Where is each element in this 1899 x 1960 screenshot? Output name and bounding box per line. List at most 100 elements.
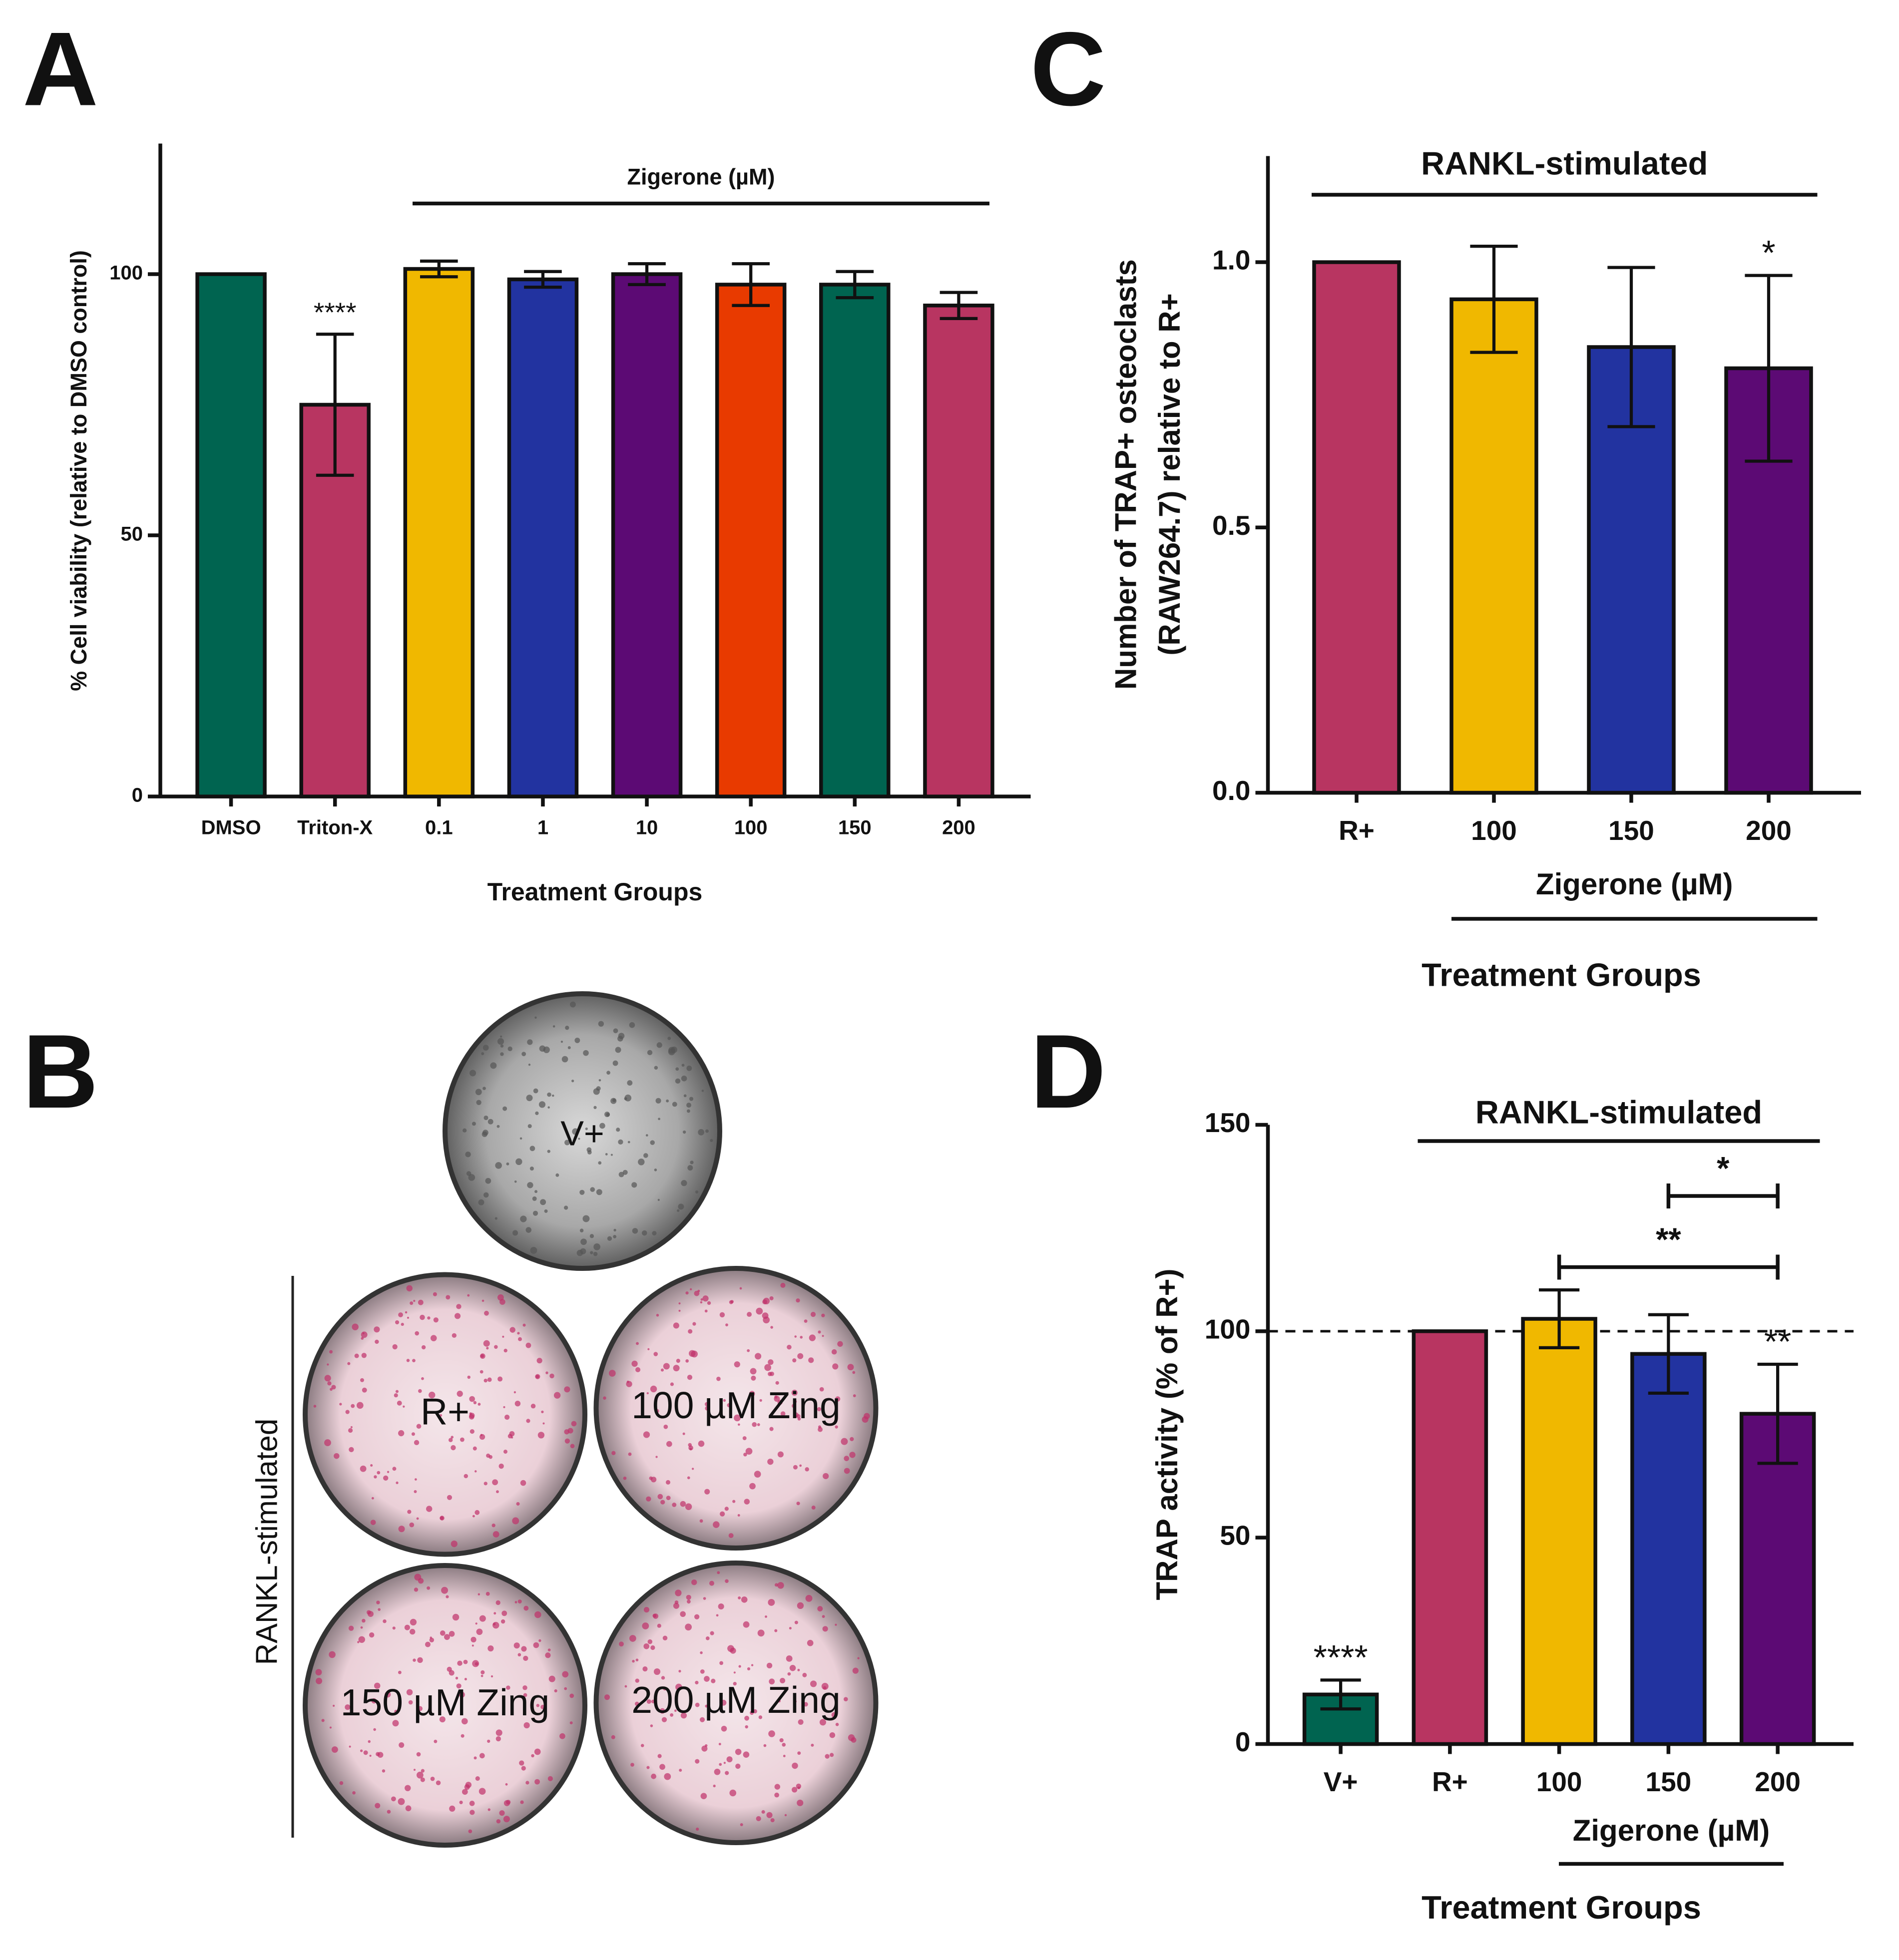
speckle: [739, 1287, 742, 1290]
speckle: [723, 1762, 726, 1764]
panel-label: B: [22, 1013, 98, 1130]
speckle: [774, 1629, 778, 1632]
speckle: [690, 1161, 694, 1165]
speckle: [700, 1651, 703, 1654]
speckle: [487, 1739, 490, 1743]
speckle: [499, 1810, 505, 1816]
speckle: [481, 1052, 484, 1055]
speckle: [714, 1768, 721, 1775]
speckle: [672, 1503, 677, 1507]
speckle: [330, 1388, 333, 1391]
speckle: [514, 1180, 517, 1183]
speckle: [360, 1749, 363, 1752]
speckle: [694, 1614, 700, 1619]
speckle: [685, 1359, 689, 1363]
speckle: [646, 1699, 651, 1704]
speckle: [792, 1404, 796, 1408]
speckle: [561, 1056, 568, 1063]
speckle: [626, 1380, 629, 1383]
speckle: [789, 1627, 792, 1630]
micrograph-panel: V+ R+ 100 µM Zing 150 µM Zing 200 µM Zin…: [250, 991, 879, 1848]
speckle: [476, 1100, 481, 1105]
speckle: [502, 1335, 504, 1338]
speckle: [540, 1704, 545, 1709]
speckle: [643, 1153, 648, 1158]
speckle: [792, 1762, 798, 1769]
speckle: [770, 1326, 773, 1329]
speckle: [670, 1713, 674, 1717]
speckle: [534, 1779, 540, 1785]
speckle: [725, 1323, 728, 1327]
speckle: [851, 1737, 857, 1743]
speckle: [505, 1783, 508, 1786]
speckle: [377, 1471, 381, 1475]
speckle: [599, 1123, 605, 1129]
speckle: [517, 1653, 521, 1657]
speckle: [615, 1047, 621, 1053]
speckle: [469, 1414, 475, 1420]
speckle: [560, 1040, 563, 1043]
speckle: [725, 1579, 729, 1583]
speckle: [496, 1490, 499, 1494]
speckle: [727, 1645, 734, 1652]
speckle: [406, 1285, 413, 1292]
speckle: [506, 1685, 510, 1690]
speckle: [554, 1689, 557, 1693]
speckle: [653, 1352, 658, 1356]
speckle: [427, 1316, 431, 1320]
speckle: [687, 1599, 691, 1604]
speckle: [613, 1228, 616, 1232]
speckle: [483, 1115, 488, 1121]
speckle: [362, 1332, 365, 1335]
speckle: [695, 1759, 700, 1764]
speckle: [472, 1644, 474, 1647]
well-image: [593, 1266, 879, 1551]
speckle: [830, 1753, 834, 1757]
speckle: [514, 1601, 517, 1603]
speckle: [517, 1332, 520, 1335]
speckle: [612, 1098, 616, 1102]
speckle: [619, 1641, 624, 1647]
speckle: [642, 1666, 648, 1672]
speckle: [821, 1313, 825, 1317]
speckle: [375, 1339, 379, 1344]
speckle: [593, 1106, 597, 1109]
speckle: [635, 1678, 639, 1683]
speckle: [565, 1026, 569, 1030]
speckle: [672, 1102, 677, 1107]
speckle: [803, 1702, 808, 1707]
speckle: [480, 1434, 483, 1436]
speckle: [807, 1639, 814, 1646]
speckle: [411, 1432, 415, 1436]
speckle: [570, 1444, 575, 1449]
speckle: [475, 1089, 482, 1096]
speckle: [515, 1158, 522, 1166]
speckle: [503, 1348, 507, 1353]
speckle: [657, 1198, 660, 1201]
speckle: [406, 1359, 410, 1362]
speckle: [434, 1739, 438, 1743]
speckle: [351, 1404, 355, 1408]
speckle: [476, 1628, 483, 1635]
speckle: [753, 1709, 757, 1714]
speckle: [837, 1341, 843, 1347]
speckle: [408, 1700, 413, 1705]
speckle: [387, 1810, 391, 1814]
bar: [1630, 1352, 1707, 1746]
speckle: [774, 1396, 780, 1402]
speckle: [532, 1210, 538, 1216]
speckle: [487, 1808, 490, 1811]
speckle: [593, 1243, 600, 1250]
speckle: [463, 1659, 468, 1664]
speckle: [352, 1791, 356, 1795]
speckle: [835, 1723, 839, 1726]
x-axis-label: Treatment Groups: [487, 878, 703, 906]
speckle: [473, 1446, 477, 1451]
bar: [195, 272, 267, 798]
speckle: [496, 1819, 501, 1824]
speckle: [527, 1124, 532, 1129]
speckle: [663, 1363, 670, 1370]
speckle: [797, 1751, 801, 1755]
speckle: [479, 1353, 485, 1359]
speckle: [348, 1428, 353, 1433]
